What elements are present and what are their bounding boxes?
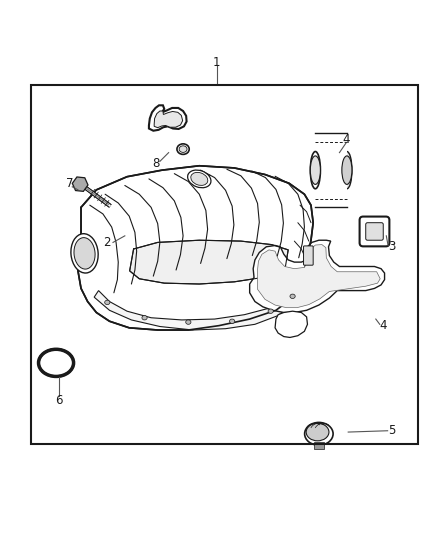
Polygon shape <box>94 288 300 330</box>
Ellipse shape <box>230 319 235 324</box>
Ellipse shape <box>306 423 329 441</box>
Text: 2: 2 <box>103 236 111 249</box>
Ellipse shape <box>105 300 110 304</box>
FancyBboxPatch shape <box>304 246 313 265</box>
Text: 7: 7 <box>66 177 74 190</box>
Text: 1: 1 <box>213 56 221 69</box>
Ellipse shape <box>310 156 321 184</box>
Ellipse shape <box>310 151 321 189</box>
Polygon shape <box>72 177 88 191</box>
Polygon shape <box>258 245 380 308</box>
Bar <box>314 442 324 449</box>
FancyBboxPatch shape <box>366 223 383 240</box>
Polygon shape <box>149 106 187 131</box>
Text: 4: 4 <box>379 319 387 332</box>
Polygon shape <box>130 240 288 284</box>
FancyBboxPatch shape <box>360 216 389 246</box>
Ellipse shape <box>142 316 147 320</box>
Text: 3: 3 <box>389 240 396 253</box>
Ellipse shape <box>71 233 98 273</box>
Ellipse shape <box>177 144 189 155</box>
Polygon shape <box>154 111 183 128</box>
Ellipse shape <box>268 309 273 313</box>
Bar <box>31 85 418 444</box>
Polygon shape <box>78 166 313 330</box>
Ellipse shape <box>187 170 211 188</box>
Polygon shape <box>275 311 307 337</box>
Bar <box>315 133 347 207</box>
Ellipse shape <box>342 156 352 184</box>
Ellipse shape <box>39 349 74 376</box>
Text: 5: 5 <box>389 424 396 437</box>
Ellipse shape <box>186 320 191 324</box>
Text: 8: 8 <box>152 157 159 170</box>
Text: 4: 4 <box>342 133 350 146</box>
Ellipse shape <box>179 146 187 152</box>
Ellipse shape <box>74 238 95 269</box>
Ellipse shape <box>43 353 69 373</box>
Polygon shape <box>250 240 385 312</box>
Ellipse shape <box>191 172 208 185</box>
Text: 6: 6 <box>55 393 63 407</box>
Ellipse shape <box>342 151 352 189</box>
Ellipse shape <box>290 294 295 298</box>
Ellipse shape <box>304 423 333 445</box>
